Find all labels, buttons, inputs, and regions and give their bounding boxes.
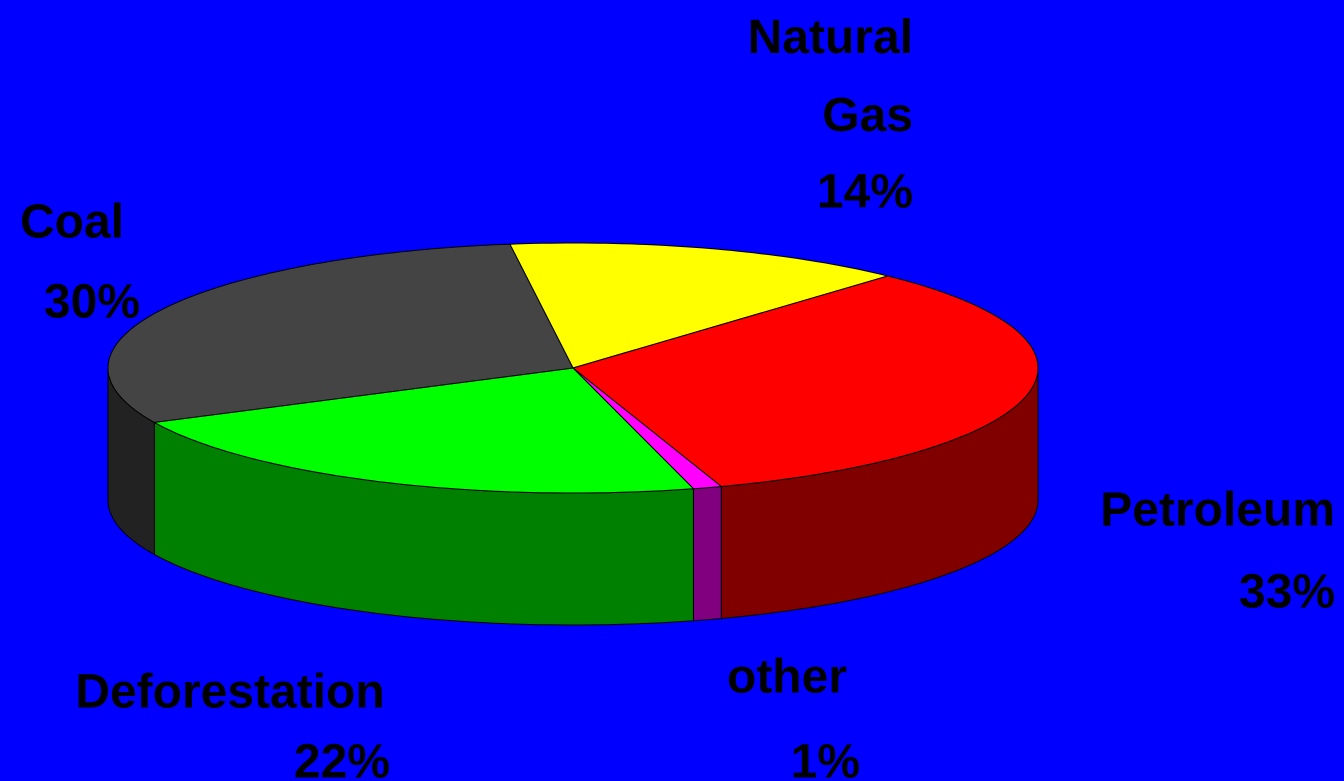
slice-value-label: 33% [1239,566,1335,619]
pie-tops [107,242,1039,494]
pie-side [692,485,722,622]
slice-name: Natural Gas [748,11,913,142]
slice-name: other [727,651,847,704]
slice-name: Petroleum [1100,484,1335,537]
pie-slice [571,275,1039,488]
pie-slice [509,242,890,369]
slice-value-label: 30% [44,276,140,329]
slice-name: Deforestation [75,666,384,719]
labels: Natural Gas 14% Petroleum 33% other 1% Deforest… [20,11,1335,781]
pie-slice [107,243,574,423]
slice-value-label: 1% [791,736,860,781]
slice-name: Coal [20,196,124,249]
pie-sides [107,367,1039,626]
pie-slice [152,367,695,494]
slice-value-label: 14% [817,166,913,219]
slice-value-label: 22% [294,736,390,781]
